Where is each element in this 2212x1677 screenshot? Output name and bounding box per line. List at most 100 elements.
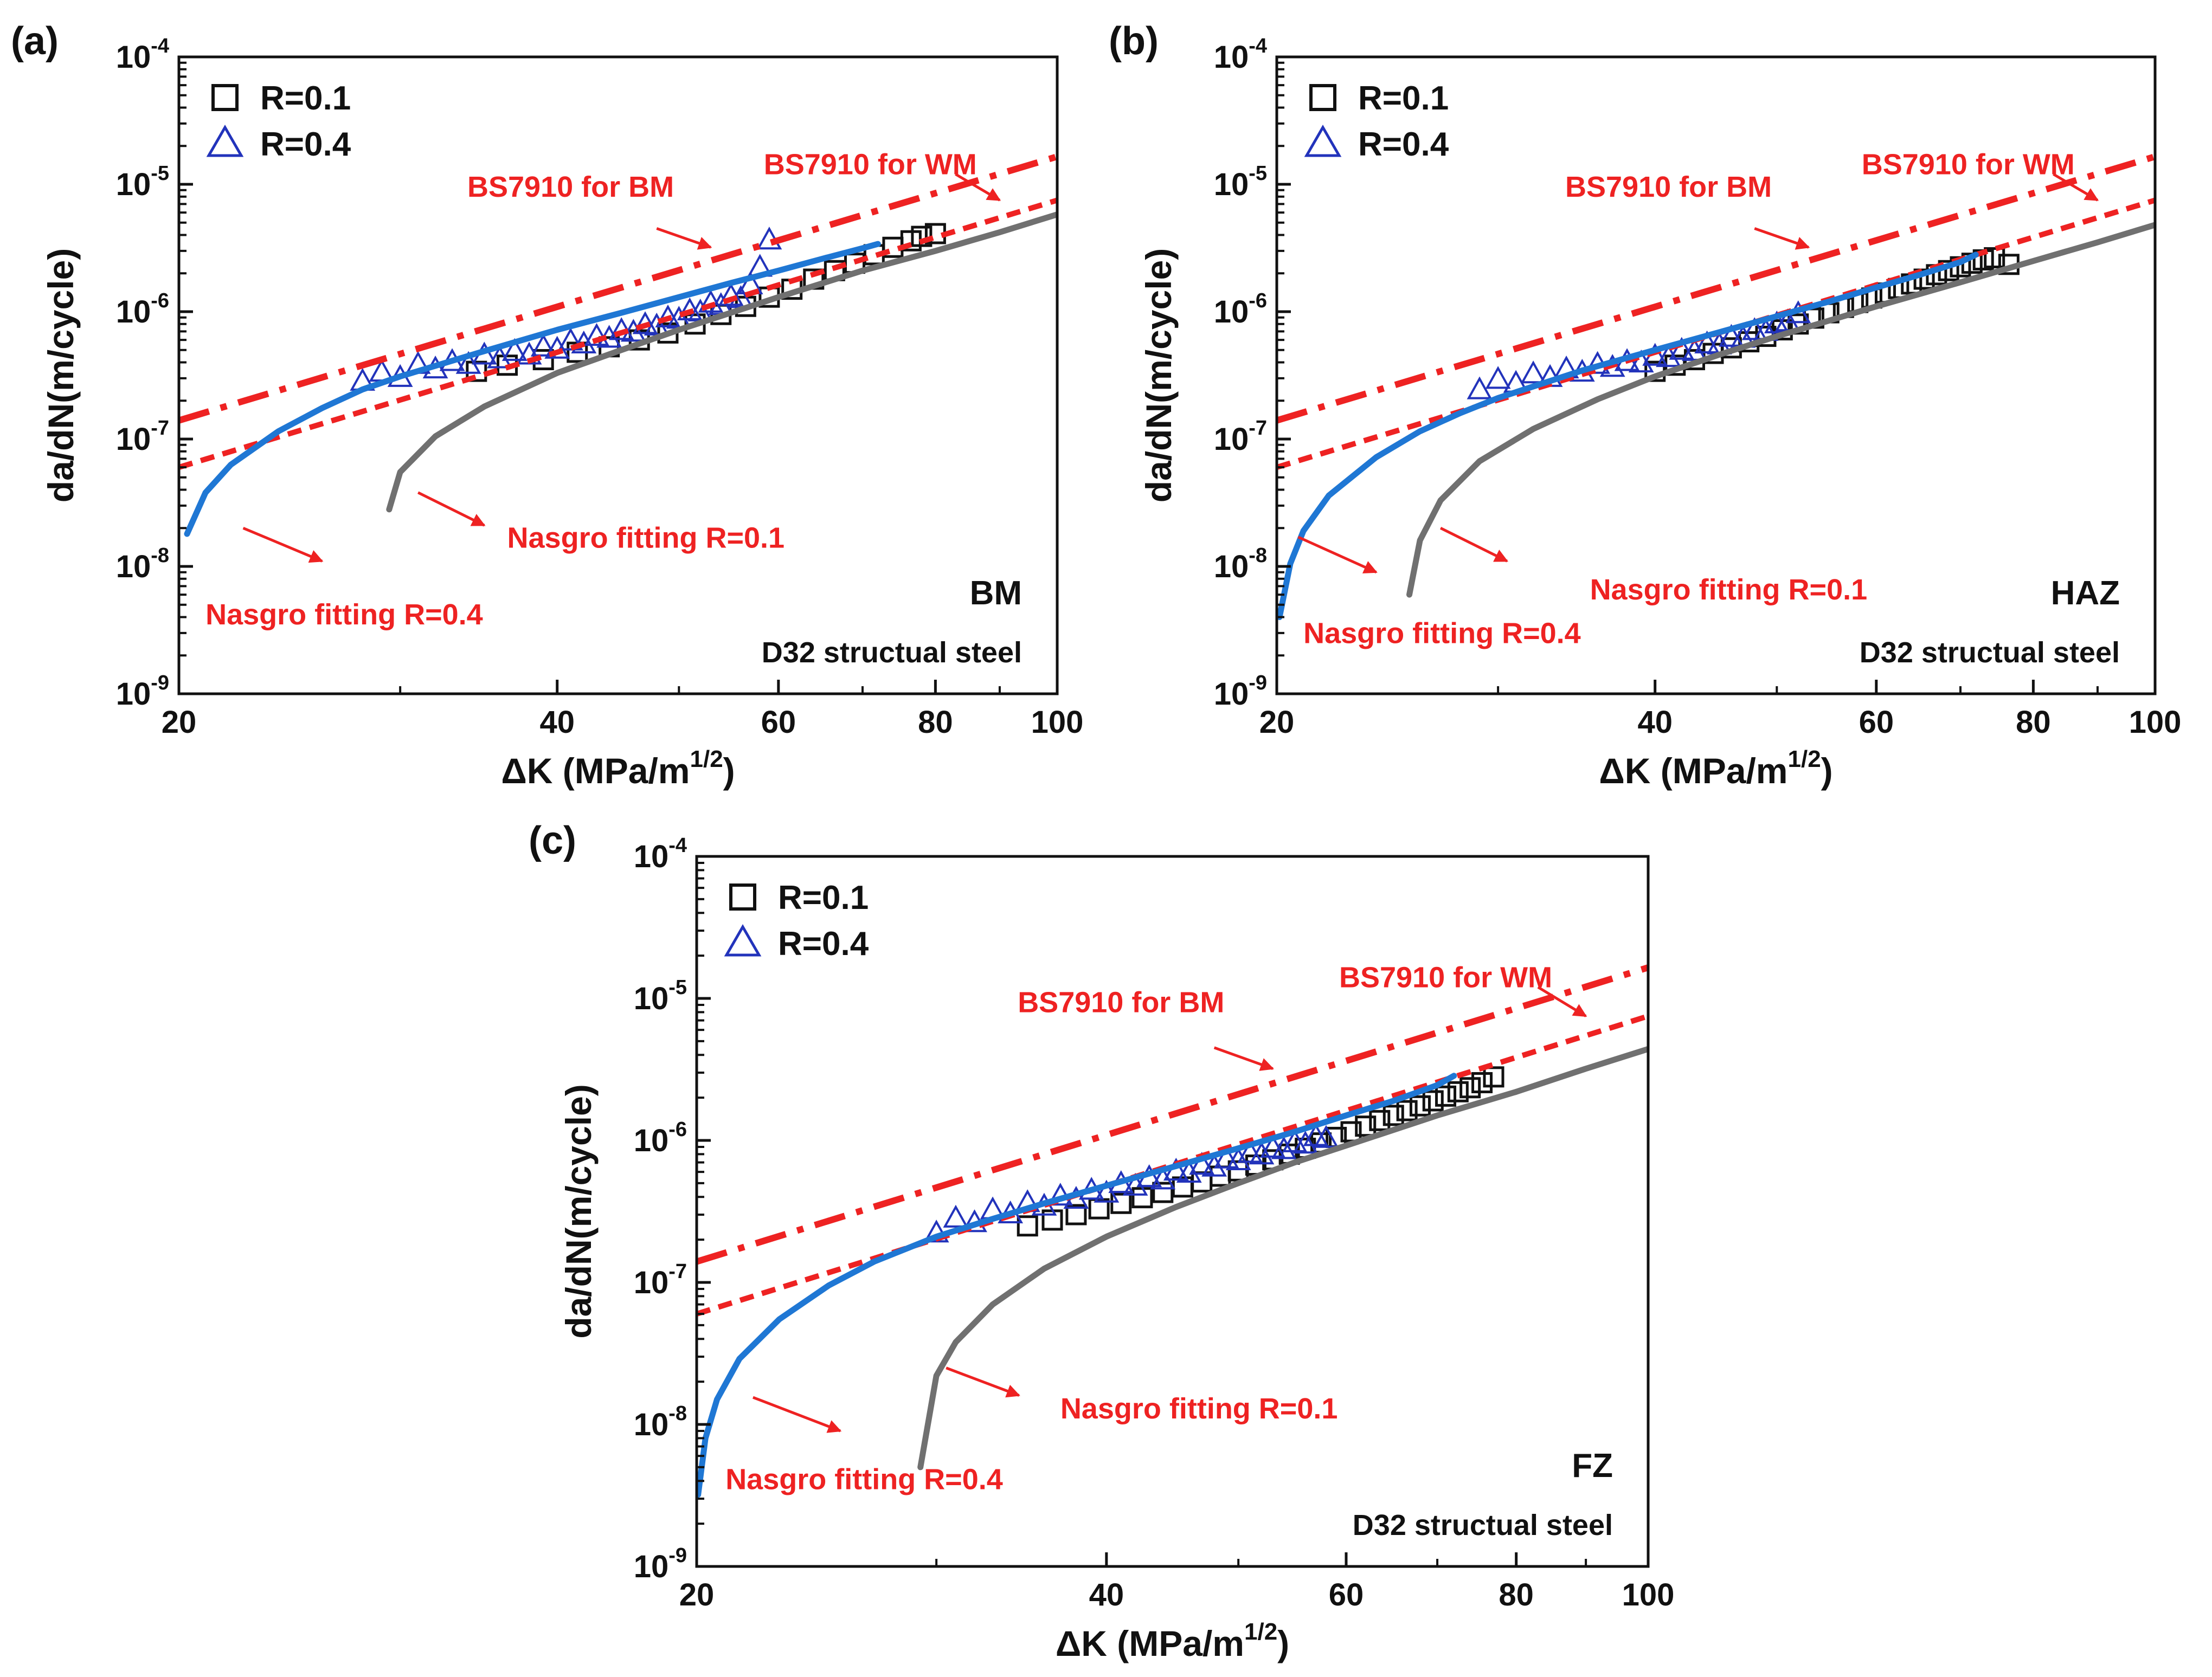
- region-label: BM: [970, 575, 1022, 612]
- y-axis-label: da/dN(m/cycle): [41, 248, 81, 502]
- marker-r04-19: [632, 311, 658, 334]
- marker-r04-24: [1271, 1136, 1297, 1159]
- x-axis-label-sup: 1/2: [690, 746, 723, 772]
- y-tick-exp: -5: [668, 976, 687, 999]
- y-tick-exp: -7: [1249, 417, 1267, 440]
- panel-label: (c): [529, 819, 576, 862]
- legend-label-r01: R=0.1: [260, 80, 351, 117]
- y-tick-base: 10: [634, 981, 669, 1016]
- y-tick-label-5: 10-4: [634, 834, 687, 874]
- y-tick-exp: -9: [151, 672, 169, 694]
- y-tick-label-2: 10-7: [116, 417, 169, 457]
- marker-r04-17: [1189, 1152, 1215, 1175]
- y-tick-base: 10: [1214, 40, 1249, 75]
- marker-r01-10: [1227, 1160, 1249, 1182]
- annotation-label-2: Nasgro fitting R=0.1: [1060, 1392, 1338, 1425]
- x-tick-label-2: 60: [761, 705, 796, 740]
- marker-r04-28: [1313, 1125, 1339, 1148]
- y-tick-label-2: 10-7: [634, 1260, 687, 1300]
- marker-r01-18: [1355, 1115, 1377, 1137]
- y-tick-exp: -8: [151, 544, 169, 567]
- x-axis-label-main: ΔK (MPa/m: [1599, 751, 1787, 791]
- marker-r01-0: [1017, 1215, 1038, 1237]
- x-tick-label-4: 100: [2129, 705, 2182, 740]
- series-line-4: [386, 211, 1057, 513]
- y-tick-base: 10: [1214, 549, 1249, 584]
- annotation-arrow-1: [1754, 227, 1810, 250]
- y-tick-label-4: 10-5: [1214, 162, 1267, 202]
- marker-r01-27: [1471, 1072, 1493, 1093]
- marker-r04-20: [644, 312, 670, 336]
- plot-area: [179, 153, 1057, 537]
- annotation-label-0: BS7910 for WM: [764, 148, 977, 180]
- panel-label: (b): [1109, 20, 1159, 63]
- x-axis-label-main: ΔK (MPa/m: [1056, 1623, 1244, 1663]
- marker-r04-15: [1694, 330, 1720, 354]
- plot-area: [1277, 153, 2155, 620]
- annotation-label-1: BS7910 for BM: [1018, 986, 1224, 1018]
- y-tick-label-0: 10-9: [634, 1544, 687, 1584]
- marker-r04-18: [1201, 1153, 1227, 1177]
- y-tick-exp: -5: [1249, 162, 1267, 185]
- y-tick-exp: -4: [668, 834, 687, 857]
- marker-r04-16: [1176, 1159, 1202, 1183]
- marker-r01-5: [1131, 1187, 1153, 1209]
- annotation-label-1: BS7910 for BM: [1565, 171, 1772, 203]
- x-tick-label-0: 20: [679, 1577, 715, 1612]
- marker-r01-24: [1435, 1085, 1457, 1107]
- y-tick-label-0: 10-9: [1214, 672, 1267, 712]
- series-line-2: [179, 153, 1057, 424]
- plot-frame: [1275, 55, 2157, 695]
- x-tick-label-3: 80: [1499, 1577, 1534, 1612]
- x-tick-label-0: 20: [162, 705, 197, 740]
- y-tick-label-1: 10-8: [634, 1402, 687, 1442]
- legend-label-r04: R=0.4: [260, 126, 351, 163]
- series-line-3: [179, 197, 1057, 470]
- marker-r04-13: [1669, 337, 1695, 360]
- y-tick-base: 10: [116, 167, 151, 202]
- y-tick-label-5: 10-4: [116, 35, 169, 75]
- annotation-arrow-2: [1439, 527, 1509, 563]
- y-axis-label: da/dN(m/cycle): [1139, 248, 1179, 502]
- x-tick-label-1: 40: [539, 705, 575, 740]
- y-tick-label-4: 10-5: [116, 162, 169, 202]
- marker-r01-28: [1483, 1066, 1504, 1088]
- y-tick-base: 10: [1214, 294, 1249, 330]
- legend-marker-r01: [211, 84, 239, 111]
- annotation-label-0: BS7910 for WM: [1862, 148, 2075, 180]
- y-tick-exp: -9: [668, 1544, 687, 1567]
- y-tick-label-4: 10-5: [634, 976, 687, 1016]
- legend-marker-r04: [206, 124, 244, 157]
- marker-r04-14: [1682, 338, 1707, 361]
- annotation-arrow-3: [1297, 536, 1378, 574]
- series-line-2: [1277, 153, 2155, 424]
- marker-r01-6: [1152, 1182, 1174, 1203]
- marker-r01-4: [1110, 1192, 1132, 1214]
- x-axis-label-close: ): [1277, 1623, 1289, 1663]
- x-axis-label: ΔK (MPa/m1/2): [501, 746, 735, 791]
- marker-r04-14: [571, 330, 597, 354]
- y-tick-exp: -5: [151, 162, 169, 185]
- region-label: FZ: [1572, 1447, 1613, 1485]
- material-label: D32 structual steel: [762, 636, 1022, 669]
- annotation-label-0: BS7910 for WM: [1339, 961, 1552, 994]
- y-tick-label-1: 10-8: [1214, 544, 1267, 584]
- marker-r01-23: [1984, 247, 2005, 269]
- marker-r01-22: [1409, 1095, 1431, 1117]
- y-tick-base: 10: [634, 1123, 669, 1158]
- legend-label-r04: R=0.4: [1358, 126, 1449, 163]
- legend-marker-r01: [1309, 84, 1336, 111]
- x-tick-label-2: 60: [1329, 1577, 1364, 1612]
- y-tick-base: 10: [634, 839, 669, 874]
- y-tick-base: 10: [116, 549, 151, 584]
- marker-r04-17: [1718, 324, 1744, 347]
- marker-r04-0: [1467, 376, 1493, 399]
- y-tick-exp: -6: [1249, 289, 1267, 312]
- x-tick-label-4: 100: [1031, 705, 1084, 740]
- y-tick-label-5: 10-4: [1214, 35, 1267, 75]
- marker-r04-22: [1249, 1141, 1275, 1165]
- y-tick-label-2: 10-7: [1214, 417, 1267, 457]
- y-tick-base: 10: [1214, 422, 1249, 457]
